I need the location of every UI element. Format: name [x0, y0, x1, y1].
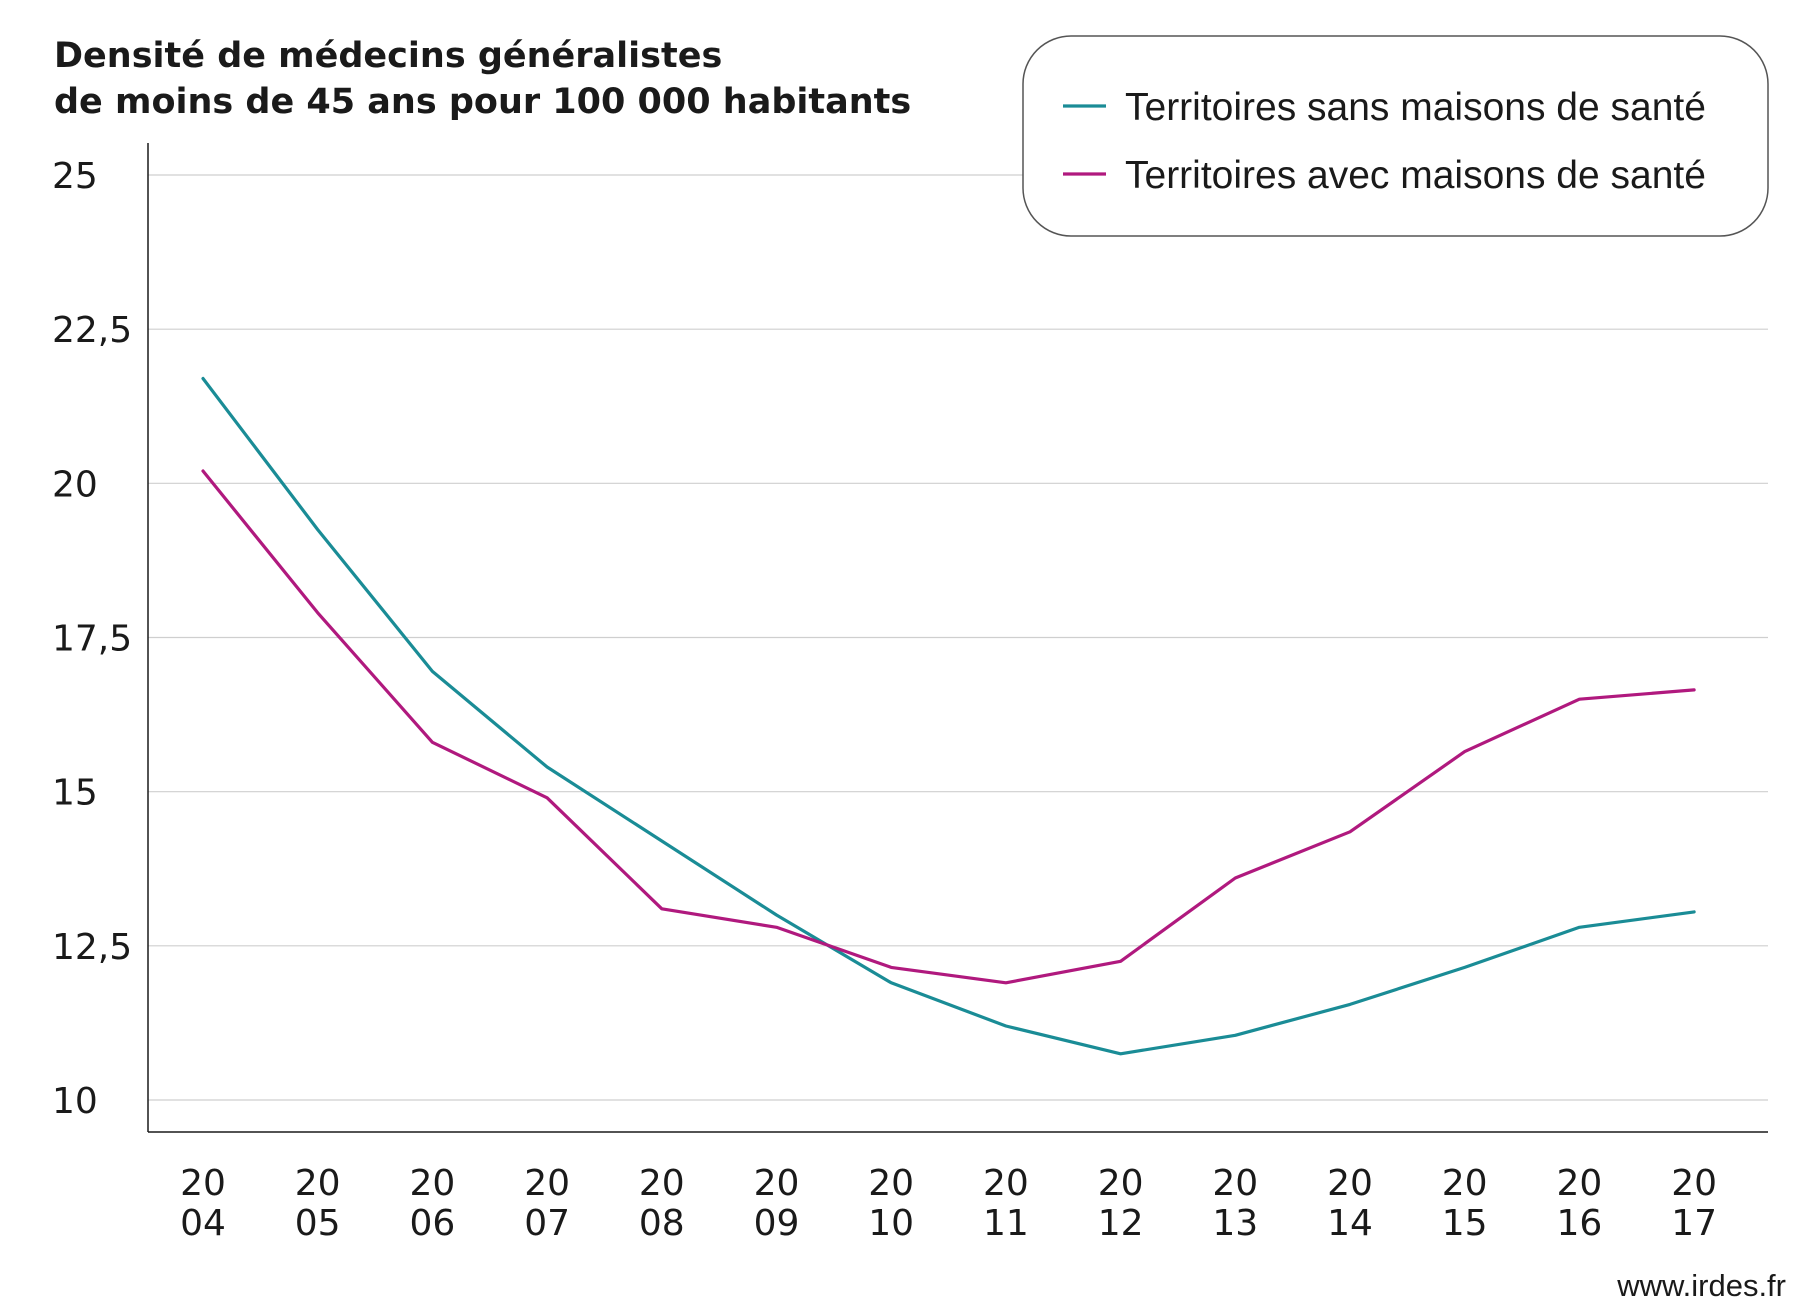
x-tick-label: 20 07 [524, 1163, 570, 1244]
x-tick-label: 20 13 [1212, 1163, 1258, 1244]
x-tick-labels: 20 04 20 05 20 06 20 07 20 08 20 09 20 10 20 11 20 12 20 13… [180, 1163, 1717, 1244]
x-tick-label: 20 10 [868, 1163, 914, 1244]
series-line-1 [201, 376, 1696, 1056]
x-tick-label: 20 17 [1671, 1163, 1717, 1244]
series-line-2 [201, 469, 1696, 985]
legend-label: Territoires sans maisons de santé [1125, 86, 1706, 129]
y-tick-label: 20 [52, 464, 98, 505]
y-tick-labels: 25 22,5 20 17,5 15 12,5 10 [52, 156, 132, 1122]
series-lines [201, 376, 1696, 1056]
x-tick-label: 20 11 [983, 1163, 1029, 1244]
x-tick-label: 20 04 [180, 1163, 226, 1244]
y-tick-label: 12,5 [52, 927, 132, 968]
chart-title: Densité de médecins généralistes de moins… [54, 36, 911, 122]
x-tick-label: 20 14 [1327, 1163, 1373, 1244]
y-tick-label: 25 [52, 156, 98, 197]
x-tick-label: 20 05 [295, 1163, 341, 1244]
x-tick-label: 20 09 [754, 1163, 800, 1244]
x-tick-label: 20 15 [1442, 1163, 1488, 1244]
y-tick-label: 10 [52, 1081, 98, 1122]
y-tick-label: 17,5 [52, 619, 132, 660]
x-tick-label: 20 16 [1556, 1163, 1602, 1244]
gridlines [148, 174, 1768, 1101]
chart-title-line: de moins de 45 ans pour 100 000 habitant… [54, 82, 911, 122]
y-tick-label: 15 [52, 773, 98, 814]
legend-label: Territoires avec maisons de santé [1125, 154, 1706, 197]
legend-box [1022, 35, 1769, 237]
chart-title-line: Densité de médecins généralistes [54, 36, 722, 76]
x-tick-label: 20 12 [1098, 1163, 1144, 1244]
legend: Territoires sans maisons de santé Territo… [1022, 35, 1769, 237]
x-tick-label: 20 08 [639, 1163, 685, 1244]
source-credit: www.irdes.fr [1616, 1268, 1786, 1303]
x-tick-label: 20 06 [409, 1163, 455, 1244]
y-tick-label: 22,5 [52, 310, 132, 351]
